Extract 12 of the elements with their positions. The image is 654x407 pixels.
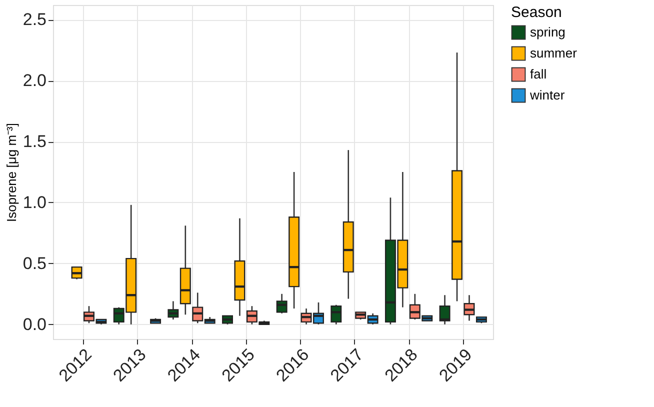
- legend-title: Season: [511, 4, 562, 21]
- y-tick-label: 0.5: [22, 254, 46, 273]
- y-tick-label: 0.0: [22, 314, 46, 334]
- legend-label: summer: [530, 46, 578, 60]
- y-tick-label: 2.0: [22, 71, 46, 90]
- legend-label: spring: [530, 24, 566, 40]
- y-tick-label: 1.5: [22, 132, 46, 152]
- y-axis-title: Isoprene [μg m⁻³]: [4, 123, 19, 222]
- y-tick-label: 2.5: [22, 10, 46, 30]
- y-tick-label: 1.0: [22, 192, 46, 212]
- legend-label: fall: [530, 66, 547, 82]
- legend-label: winter: [529, 88, 566, 102]
